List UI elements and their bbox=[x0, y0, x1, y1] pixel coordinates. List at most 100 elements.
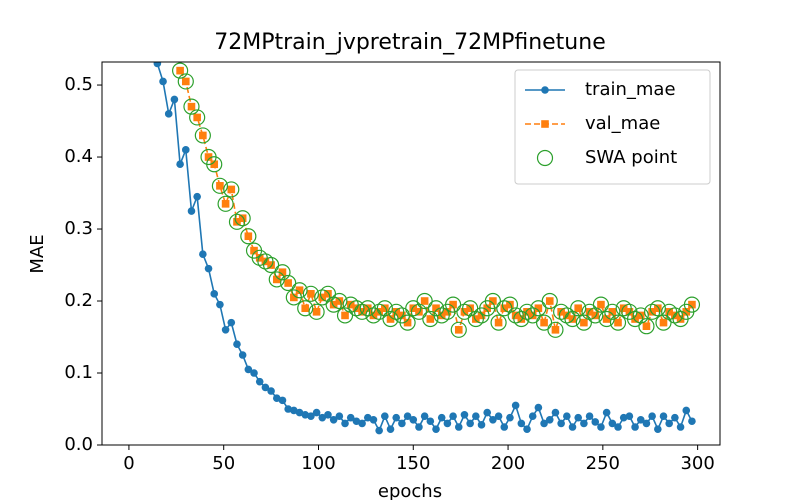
point bbox=[410, 303, 428, 320]
legend-frame bbox=[514, 69, 711, 185]
point bbox=[506, 300, 514, 309]
point bbox=[541, 292, 558, 310]
point bbox=[489, 297, 497, 305]
point bbox=[420, 412, 429, 421]
point bbox=[540, 419, 548, 428]
point bbox=[227, 185, 236, 194]
point bbox=[358, 308, 366, 316]
point bbox=[483, 304, 492, 313]
point bbox=[335, 297, 344, 305]
point bbox=[443, 308, 452, 316]
point bbox=[466, 304, 474, 313]
point bbox=[477, 311, 486, 320]
point bbox=[648, 412, 656, 421]
point bbox=[233, 340, 241, 349]
point bbox=[649, 300, 666, 317]
point bbox=[648, 308, 656, 316]
point bbox=[183, 98, 200, 115]
point bbox=[574, 304, 583, 313]
chart-title: 72MPtrain_jvpretrain_72MPfinetune bbox=[214, 30, 605, 55]
point bbox=[655, 314, 672, 331]
point bbox=[233, 218, 241, 226]
point bbox=[563, 412, 571, 421]
point bbox=[454, 423, 463, 431]
point bbox=[348, 300, 365, 317]
axes-frame bbox=[101, 61, 721, 446]
y-tick-label: 0.1 bbox=[64, 362, 93, 383]
point bbox=[540, 318, 548, 327]
point bbox=[511, 311, 520, 320]
point bbox=[574, 413, 583, 422]
x-tick-label: 100 bbox=[301, 453, 335, 474]
x-tick-label: 50 bbox=[212, 453, 235, 474]
point bbox=[580, 318, 588, 327]
point bbox=[460, 308, 469, 316]
y-tick-label: 0.2 bbox=[64, 290, 93, 311]
point bbox=[625, 412, 634, 421]
point bbox=[467, 310, 484, 328]
point bbox=[477, 421, 486, 429]
point bbox=[568, 315, 577, 323]
point bbox=[568, 423, 577, 431]
point bbox=[683, 296, 701, 313]
point bbox=[592, 296, 610, 313]
point bbox=[682, 406, 691, 415]
point bbox=[398, 419, 406, 428]
point bbox=[415, 308, 423, 316]
point bbox=[570, 300, 587, 317]
point bbox=[376, 300, 393, 317]
point bbox=[489, 416, 497, 424]
point bbox=[602, 315, 611, 323]
point bbox=[644, 303, 661, 320]
point bbox=[234, 210, 251, 227]
point bbox=[496, 300, 513, 317]
point bbox=[484, 292, 501, 310]
legend-label: train_mae bbox=[585, 79, 676, 100]
point bbox=[381, 412, 389, 421]
point bbox=[187, 102, 196, 111]
point bbox=[262, 256, 280, 274]
point bbox=[547, 321, 564, 338]
point bbox=[272, 275, 281, 284]
point bbox=[255, 377, 264, 386]
point bbox=[204, 264, 213, 273]
point bbox=[416, 292, 433, 310]
point bbox=[558, 307, 575, 324]
point bbox=[602, 408, 611, 417]
point bbox=[636, 416, 645, 424]
point bbox=[511, 401, 520, 410]
point bbox=[267, 387, 275, 395]
point bbox=[632, 307, 649, 324]
point bbox=[517, 419, 526, 428]
point bbox=[494, 318, 503, 327]
point bbox=[291, 282, 308, 299]
legend-label: SWA point bbox=[585, 147, 677, 168]
point bbox=[302, 285, 320, 302]
point bbox=[301, 304, 310, 313]
point bbox=[297, 300, 314, 317]
point bbox=[518, 303, 536, 320]
point bbox=[659, 318, 668, 327]
point bbox=[676, 423, 685, 431]
point bbox=[659, 412, 668, 421]
point bbox=[284, 405, 292, 413]
point bbox=[523, 308, 531, 316]
point bbox=[688, 417, 696, 426]
point bbox=[335, 412, 344, 421]
point bbox=[449, 412, 457, 421]
point bbox=[585, 412, 594, 421]
point bbox=[444, 296, 462, 313]
point bbox=[466, 419, 474, 428]
point bbox=[545, 416, 554, 424]
legend-marker bbox=[541, 120, 549, 128]
point bbox=[553, 303, 570, 320]
point bbox=[244, 365, 253, 374]
x-tick-label: 200 bbox=[491, 453, 525, 474]
point bbox=[250, 246, 258, 255]
point bbox=[324, 410, 332, 419]
point bbox=[591, 418, 600, 426]
point bbox=[631, 315, 639, 323]
point bbox=[666, 307, 683, 324]
point bbox=[551, 408, 560, 417]
point bbox=[312, 308, 321, 316]
